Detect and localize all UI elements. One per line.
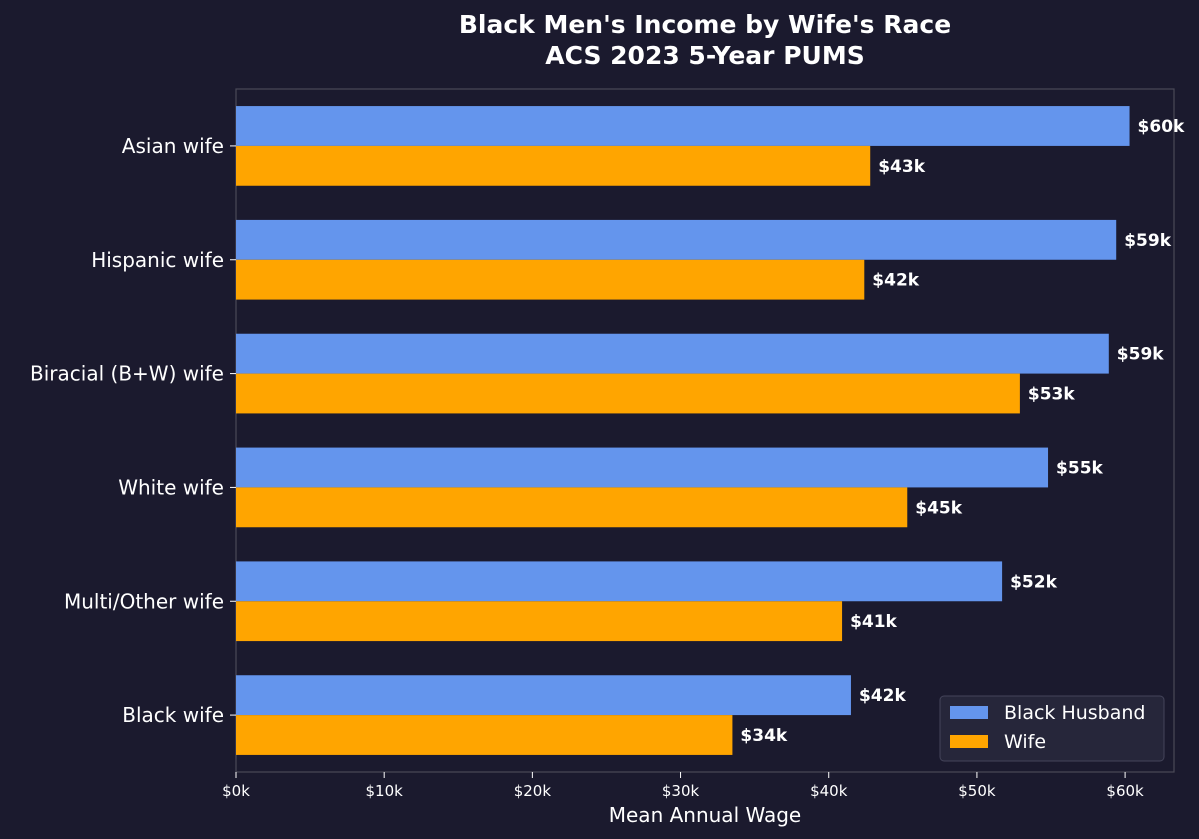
y-category-label: Multi/Other wife <box>64 589 224 613</box>
y-category-label: White wife <box>118 475 224 499</box>
data-label: $53k <box>1028 385 1075 405</box>
bar-wife <box>236 601 843 642</box>
y-category-label: Asian wife <box>122 134 224 158</box>
x-tick-label: $20k <box>514 782 552 800</box>
x-tick-label: $40k <box>810 782 848 800</box>
chart-title-line-2: ACS 2023 5-Year PUMS <box>545 41 864 70</box>
x-tick-label: $60k <box>1106 782 1144 800</box>
bar-wife <box>236 145 871 186</box>
legend-label: Wife <box>1004 731 1046 753</box>
bar-black-husband <box>236 106 1130 146</box>
legend-swatch-black-husband <box>950 706 988 719</box>
x-tick-label: $10k <box>366 782 404 800</box>
bar-wife <box>236 715 733 755</box>
y-category-label: Biracial (B+W) wife <box>30 362 224 386</box>
y-category-label: Black wife <box>122 703 224 727</box>
data-label: $34k <box>740 726 787 746</box>
data-label: $55k <box>1056 458 1103 478</box>
data-label: $52k <box>1010 572 1057 592</box>
legend-box <box>939 695 1165 762</box>
bar-wife <box>236 487 908 528</box>
data-label: $42k <box>859 686 906 706</box>
data-label: $43k <box>878 157 925 177</box>
y-category-label: Hispanic wife <box>91 248 224 272</box>
x-axis-label: Mean Annual Wage <box>609 803 801 827</box>
data-label: $60k <box>1138 117 1185 137</box>
plot-frame <box>235 88 1175 773</box>
x-tick-label: $0k <box>222 782 250 800</box>
bar-black-husband <box>236 333 1109 374</box>
data-label: $41k <box>850 612 897 632</box>
legend-label: Black Husband <box>1004 702 1145 724</box>
bar-black-husband <box>236 219 1117 260</box>
data-label: $42k <box>872 271 919 291</box>
chart-title-line-1: Black Men's Income by Wife's Race <box>459 10 951 39</box>
data-label: $59k <box>1124 231 1171 251</box>
legend-swatch-wife <box>950 735 988 748</box>
bar-black-husband <box>236 561 1003 602</box>
data-label: $45k <box>915 498 962 518</box>
bar-wife <box>236 373 1020 414</box>
plot-area: Asian wife $60k $43k Hispanic wife $59k $42k B… <box>30 88 1185 800</box>
bar-wife <box>236 259 865 300</box>
data-label: $59k <box>1117 345 1164 365</box>
bar-black-husband <box>236 447 1049 488</box>
bar-black-husband <box>236 675 851 716</box>
x-tick-label: $50k <box>958 782 996 800</box>
x-tick-label: $30k <box>662 782 700 800</box>
